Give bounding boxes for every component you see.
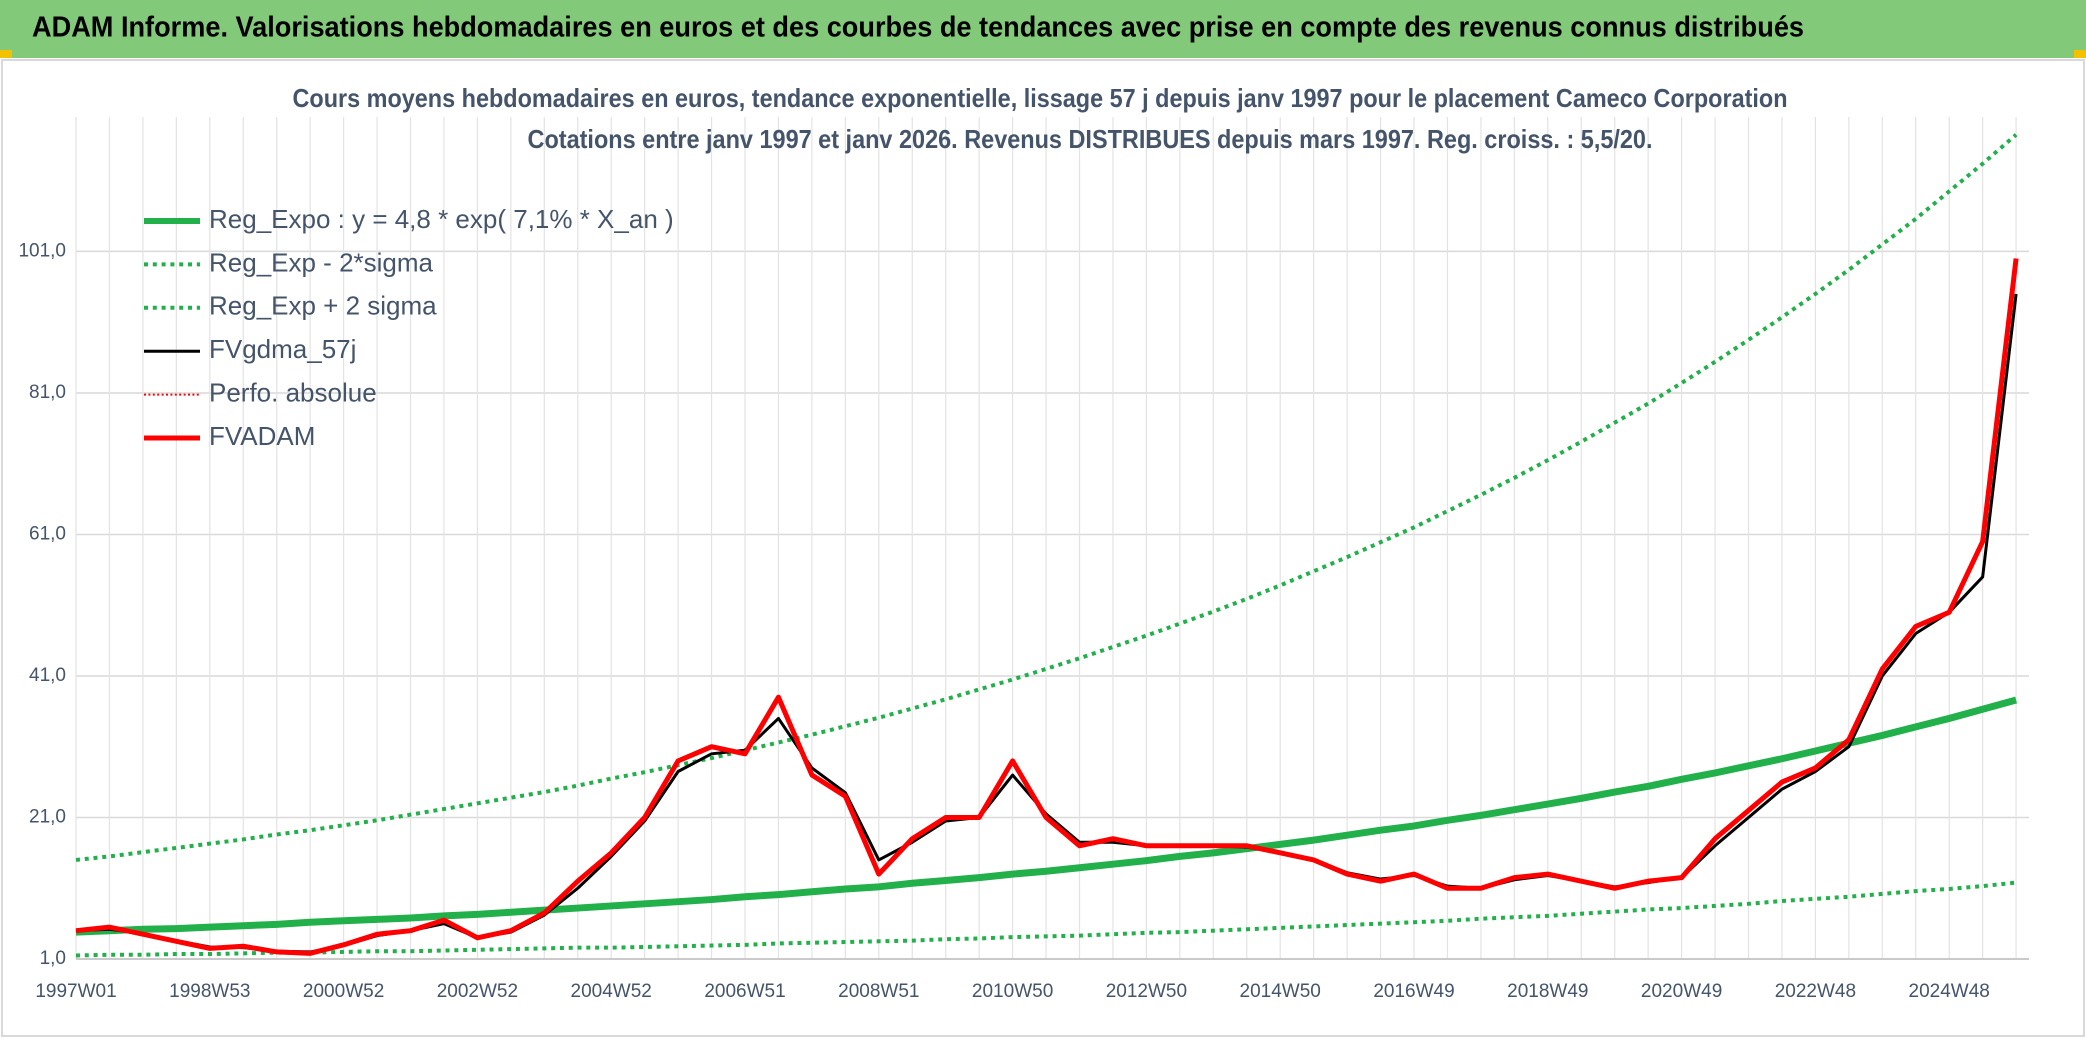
legend-label: FVADAM <box>209 421 315 451</box>
legend-label: Reg_Exp + 2 sigma <box>209 291 437 321</box>
chart-subtitle: Cotations entre janv 1997 et janv 2026. … <box>528 124 1653 154</box>
chart-title: Cours moyens hebdomadaires en euros, ten… <box>293 83 1788 113</box>
x-tick-label: 2006W51 <box>704 981 785 1002</box>
series-line <box>75 880 2017 958</box>
page-title: ADAM Informe. Valorisations hebdomadaire… <box>32 12 1804 44</box>
x-tick-label: 2018W49 <box>1507 981 1588 1002</box>
y-tick-label: 61,0 <box>29 523 66 544</box>
series-line <box>75 696 2018 936</box>
x-tick-label: 2012W50 <box>1106 981 1187 1002</box>
x-tick-label: 2010W50 <box>972 981 1053 1002</box>
legend-label: FVgdma_57j <box>209 334 356 364</box>
legend-label: Perfo. absolue <box>209 377 377 407</box>
series-line <box>75 258 2019 956</box>
y-tick-label: 21,0 <box>29 807 66 828</box>
x-tick-label: 1998W53 <box>169 981 250 1002</box>
plot <box>75 133 2019 958</box>
x-tick-label: 2016W49 <box>1373 981 1454 1002</box>
x-tick-label: 2024W48 <box>1909 981 1990 1002</box>
x-tick-label: 2022W48 <box>1775 981 1856 1002</box>
corner <box>2074 50 2086 58</box>
x-tick-label: 2002W52 <box>437 981 518 1002</box>
y-tick-label: 1,0 <box>40 948 66 969</box>
x-tick-label: 2014W50 <box>1240 981 1321 1002</box>
y-tick-label: 41,0 <box>29 665 66 686</box>
y-tick-label: 101,0 <box>18 240 66 261</box>
x-tick-label: 1997W01 <box>35 981 116 1002</box>
corner <box>0 50 12 58</box>
x-tick-label: 2000W52 <box>303 981 384 1002</box>
y-tick-label: 81,0 <box>29 382 66 403</box>
title-bar <box>0 0 2086 58</box>
legend-label: Reg_Exp - 2*sigma <box>209 247 434 277</box>
x-tick-label: 2020W49 <box>1641 981 1722 1002</box>
legend-label: Reg_Expo : y = 4,8 * exp( 7,1% * X_an ) <box>209 204 674 234</box>
legend: Reg_Expo : y = 4,8 * exp( 7,1% * X_an ) R… <box>144 204 674 451</box>
x-tick-label: 2004W52 <box>571 981 652 1002</box>
x-tick-label: 2008W51 <box>838 981 919 1002</box>
series-line <box>75 133 2018 862</box>
